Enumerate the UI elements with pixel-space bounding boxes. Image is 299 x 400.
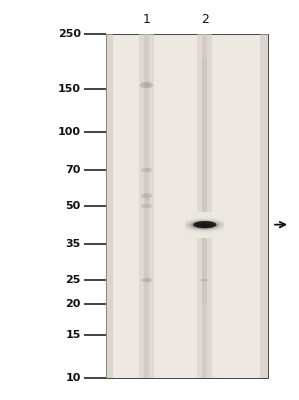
Ellipse shape (141, 193, 152, 199)
Ellipse shape (147, 169, 150, 171)
Bar (202, 34, 207, 378)
Ellipse shape (147, 84, 150, 86)
Text: 50: 50 (65, 201, 81, 211)
Text: 35: 35 (65, 239, 81, 249)
Ellipse shape (147, 199, 150, 201)
Text: 100: 100 (58, 127, 81, 137)
Text: 1: 1 (143, 13, 150, 26)
Text: 15: 15 (65, 330, 81, 340)
Ellipse shape (193, 221, 216, 228)
Text: 250: 250 (58, 29, 81, 39)
Bar (106, 34, 113, 378)
Text: 150: 150 (58, 84, 81, 94)
Ellipse shape (141, 168, 152, 172)
Ellipse shape (141, 278, 152, 282)
Ellipse shape (141, 204, 152, 208)
Bar (202, 58, 207, 304)
Text: 20: 20 (65, 299, 81, 309)
Text: 10: 10 (65, 373, 81, 383)
Bar (106, 34, 268, 378)
Bar (197, 34, 212, 378)
Text: 2: 2 (201, 13, 209, 26)
Ellipse shape (140, 82, 153, 88)
Bar (260, 34, 268, 378)
Text: 25: 25 (65, 275, 81, 285)
Bar (144, 34, 149, 378)
Bar (139, 34, 154, 378)
Text: 70: 70 (65, 165, 81, 175)
Ellipse shape (147, 279, 150, 281)
Ellipse shape (200, 279, 209, 281)
